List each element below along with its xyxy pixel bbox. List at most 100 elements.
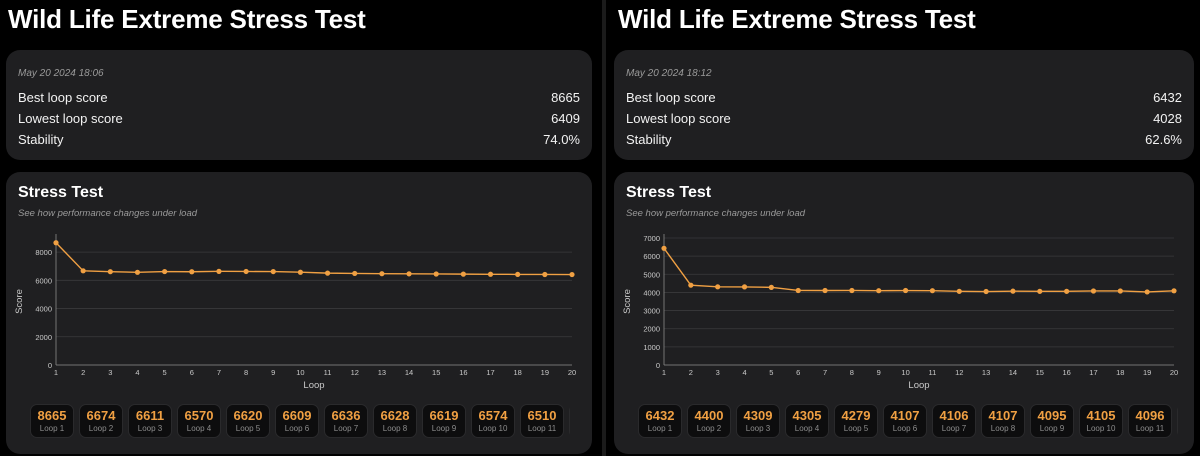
x-tick-label: 16 (1062, 368, 1070, 377)
data-point (460, 271, 466, 277)
data-point (715, 284, 721, 290)
loop-label: Loop 2 (88, 424, 114, 433)
stability-label: Stability (18, 132, 64, 147)
x-tick-label: 14 (405, 368, 413, 377)
loop-label: Loop 10 (1086, 424, 1116, 433)
loop-score: 6611 (135, 408, 165, 423)
data-point (542, 271, 548, 278)
loop-score-chip: 6611 Loop 3 (128, 404, 172, 438)
loop-score: 4279 (841, 408, 871, 423)
x-tick-label: 10 (296, 368, 304, 377)
loop-label: Loop 9 (431, 424, 457, 433)
x-tick-label: 12 (351, 368, 359, 377)
x-axis-label: Loop (303, 380, 324, 391)
data-point (1144, 289, 1150, 295)
loop-score: 4096 (1135, 408, 1165, 423)
loop-label: Loop 8 (990, 424, 1016, 433)
loop-label: Loop 4 (186, 424, 212, 433)
x-tick-label: 1 (54, 368, 58, 377)
loop-score: 6510 (527, 408, 557, 423)
best-loop-label: Best loop score (626, 90, 716, 105)
loop-score-chip: 4096 Loop 11 (1128, 404, 1172, 438)
loop-label: Loop 6 (892, 424, 918, 433)
data-point (433, 271, 439, 277)
loop-label: Loop 3 (137, 424, 163, 433)
x-tick-label: 11 (324, 368, 332, 377)
stability-label: Stability (626, 132, 672, 147)
loop-score-chip: 8665 Loop 1 (30, 404, 74, 438)
data-point (379, 271, 385, 277)
stress-test-card: Stress Test See how performance changes … (6, 172, 592, 454)
loop-score-chip: 6619 Loop 9 (422, 404, 466, 438)
x-tick-label: 5 (163, 368, 167, 377)
loop-score-chip: 4105 Loop 10 (1079, 404, 1123, 438)
data-point (1037, 288, 1043, 294)
x-tick-label: 2 (689, 368, 693, 377)
stress-test-subtitle: See how performance changes under load (18, 208, 198, 219)
x-tick-label: 17 (1089, 368, 1097, 377)
y-axis-label: Score (622, 289, 633, 314)
loop-score: 6620 (233, 408, 263, 423)
y-tick-label: 2000 (35, 333, 52, 342)
loop-label: Loop 10 (478, 424, 508, 433)
stability-row: Stability 74.0% (18, 132, 580, 152)
loop-label: Loop 5 (843, 424, 869, 433)
data-point (324, 270, 331, 276)
x-tick-label: 14 (1009, 368, 1017, 377)
lowest-loop-value: 4028 (1153, 111, 1182, 126)
data-point (1010, 288, 1016, 294)
left-panel: Wild Life Extreme Stress Test May 20 202… (6, 4, 592, 454)
data-point (487, 271, 494, 277)
loop-label: Loop 2 (696, 424, 722, 433)
x-tick-label: 6 (190, 368, 194, 377)
stability-value: 74.0% (543, 132, 580, 147)
y-tick-label: 1000 (643, 343, 660, 352)
x-tick-label: 12 (955, 368, 963, 377)
data-point (297, 269, 304, 275)
loop-score: 4305 (792, 408, 822, 423)
data-point (956, 288, 962, 294)
loop-score-chip: 6432 Loop 1 (638, 404, 682, 438)
x-tick-label: 11 (929, 368, 937, 377)
y-tick-label: 8000 (35, 248, 52, 257)
x-tick-label: 13 (982, 368, 990, 377)
data-point (189, 269, 195, 275)
x-tick-label: 13 (378, 368, 386, 377)
loop-score-chip: 4095 Loop 9 (1030, 404, 1074, 438)
x-tick-label: 5 (769, 368, 773, 377)
data-point (80, 268, 86, 274)
loop-label: Loop 1 (39, 424, 65, 433)
page-title: Wild Life Extreme Stress Test (8, 4, 366, 34)
x-tick-label: 10 (901, 368, 909, 377)
loop-label: Loop 6 (284, 424, 310, 433)
data-point (741, 284, 748, 290)
loop-score-chip: 4305 Loop 4 (785, 404, 829, 438)
data-point (983, 288, 989, 295)
data-point (1090, 288, 1097, 294)
loop-score-chip: 4279 Loop 5 (834, 404, 878, 438)
y-tick-label: 6000 (643, 252, 660, 261)
loop-scores-scroller[interactable]: 8665 Loop 1 6674 Loop 2 6611 Loop 3 6570 Loop 4… (30, 404, 570, 440)
data-point (768, 284, 774, 290)
data-point (1171, 288, 1177, 294)
loop-score: 6574 (478, 408, 508, 423)
lowest-loop-value: 6409 (551, 111, 580, 126)
loop-label: Loop 9 (1039, 424, 1065, 433)
stress-test-card: Stress Test See how performance changes … (614, 172, 1194, 454)
loop-score-chip: 6620 Loop 5 (226, 404, 270, 438)
x-tick-label: 15 (432, 368, 440, 377)
data-point (1117, 288, 1123, 294)
x-tick-label: 20 (568, 368, 576, 377)
data-point (134, 269, 141, 275)
data-point (929, 288, 936, 294)
loop-score-chip: 6490Loop 12 (569, 404, 570, 438)
loop-score: 6432 (645, 408, 675, 423)
split-divider (602, 0, 606, 456)
loop-scores-scroller[interactable]: 6432 Loop 1 4400 Loop 2 4309 Loop 3 4305 Loop 4… (638, 404, 1178, 440)
x-tick-label: 19 (541, 368, 549, 377)
stability-value: 62.6% (1145, 132, 1182, 147)
stress-test-title: Stress Test (18, 184, 104, 201)
summary-card: May 20 2024 18:06 Best loop score 8665 L… (6, 50, 592, 160)
score-line (55, 242, 573, 276)
loop-label: Loop 11 (527, 424, 557, 433)
